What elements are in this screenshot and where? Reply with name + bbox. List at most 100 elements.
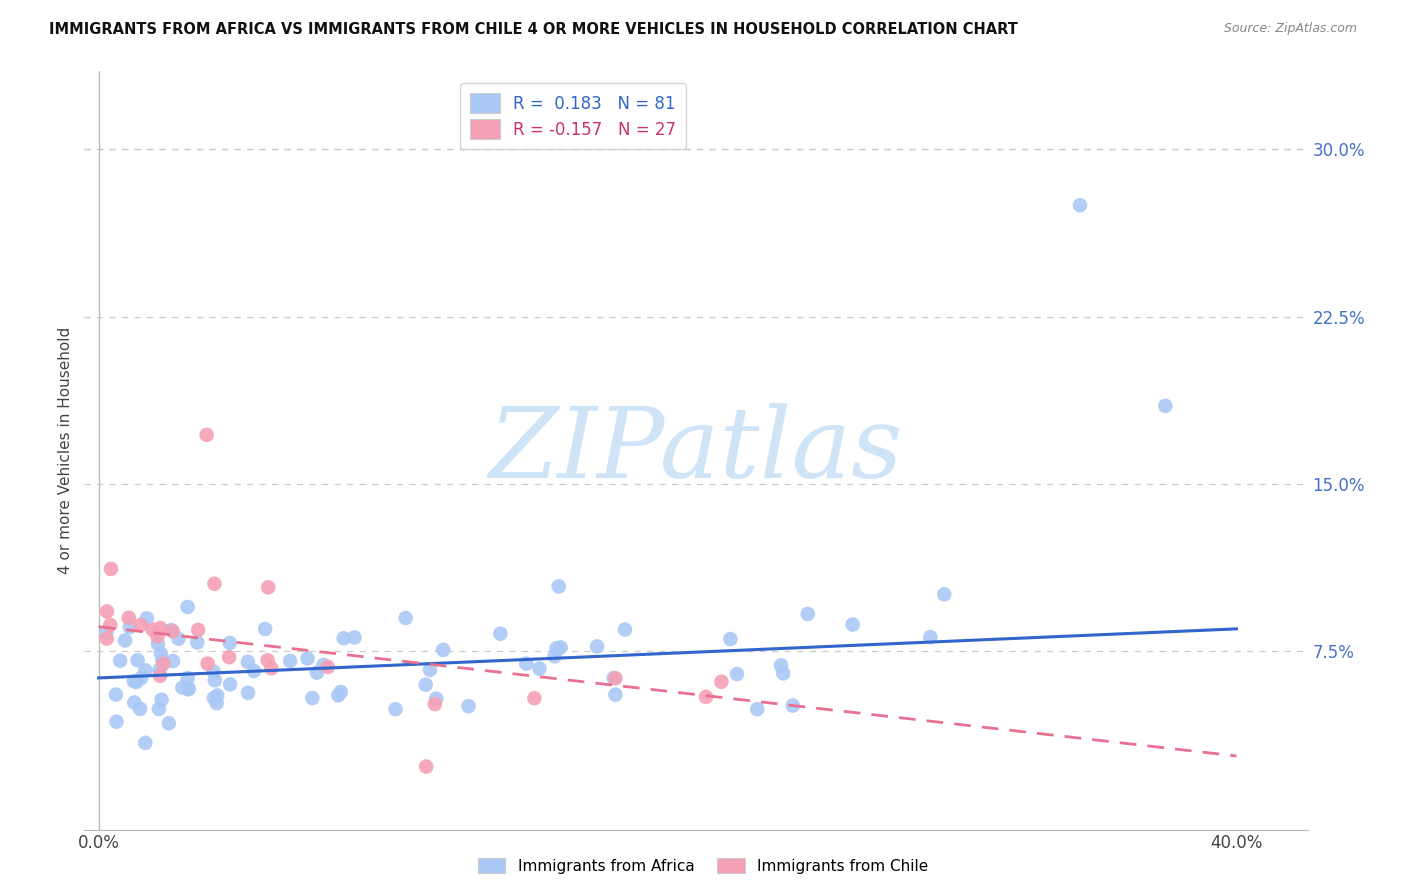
Point [605, 671, 627, 685]
Point [489, 626, 512, 640]
Point [176, 599, 198, 614]
Legend: R =  0.183   N = 81, R = -0.157   N = 27: R = 0.183 N = 81, R = -0.157 N = 27 [460, 84, 686, 149]
Text: ZIPatlas: ZIPatlas [489, 403, 903, 498]
Text: Source: ZipAtlas.com: Source: ZipAtlas.com [1223, 22, 1357, 36]
Point [328, 688, 350, 702]
Point [332, 632, 354, 646]
Point [718, 632, 741, 646]
Point [934, 587, 956, 601]
Point [547, 579, 569, 593]
Point [186, 635, 208, 649]
Point [172, 681, 194, 695]
Point [423, 697, 446, 711]
Point [149, 669, 172, 683]
Point [150, 692, 173, 706]
Point [546, 641, 568, 656]
Point [256, 653, 278, 667]
Point [395, 611, 418, 625]
Point [920, 630, 942, 644]
Point [782, 698, 804, 713]
Point [148, 663, 170, 677]
Point [457, 699, 479, 714]
Point [614, 623, 637, 637]
Legend: Immigrants from Africa, Immigrants from Chile: Immigrants from Africa, Immigrants from … [471, 852, 935, 880]
Point [197, 657, 219, 671]
Point [205, 696, 228, 710]
Point [543, 649, 565, 664]
Point [157, 716, 180, 731]
Point [695, 690, 717, 704]
Point [134, 736, 156, 750]
Point [415, 678, 437, 692]
Point [419, 663, 441, 677]
Point [1154, 399, 1177, 413]
Point [1069, 198, 1091, 212]
Point [312, 657, 335, 672]
Point [149, 647, 172, 661]
Point [425, 691, 447, 706]
Point [149, 621, 172, 635]
Point [202, 691, 225, 706]
Point [150, 654, 173, 668]
Point [236, 686, 259, 700]
Point [243, 664, 266, 678]
Point [195, 428, 218, 442]
Point [118, 620, 141, 634]
Point [162, 624, 184, 639]
Point [297, 651, 319, 665]
Point [207, 689, 229, 703]
Point [187, 623, 209, 637]
Point [278, 654, 301, 668]
Point [384, 702, 406, 716]
Point [204, 576, 226, 591]
Point [142, 623, 165, 637]
Point [135, 611, 157, 625]
Point [176, 671, 198, 685]
Point [100, 562, 122, 576]
Point [122, 696, 145, 710]
Point [96, 604, 118, 618]
Point [202, 665, 225, 679]
Point [218, 650, 240, 665]
Point [254, 622, 277, 636]
Point [260, 661, 283, 675]
Point [134, 663, 156, 677]
Point [146, 637, 169, 651]
Text: IMMIGRANTS FROM AFRICA VS IMMIGRANTS FROM CHILE 4 OR MORE VEHICLES IN HOUSEHOLD : IMMIGRANTS FROM AFRICA VS IMMIGRANTS FRO… [49, 22, 1018, 37]
Point [772, 666, 794, 681]
Point [725, 667, 748, 681]
Point [114, 633, 136, 648]
Point [301, 691, 323, 706]
Point [129, 671, 152, 685]
Point [329, 685, 352, 699]
Point [152, 657, 174, 671]
Point [796, 607, 818, 621]
Point [432, 643, 454, 657]
Point [602, 671, 624, 685]
Point [550, 640, 572, 655]
Point [127, 653, 149, 667]
Point [236, 655, 259, 669]
Point [167, 632, 190, 646]
Point [523, 691, 546, 706]
Point [710, 674, 733, 689]
Point [529, 662, 551, 676]
Point [257, 580, 280, 594]
Point [108, 654, 131, 668]
Point [204, 673, 226, 688]
Point [769, 658, 792, 673]
Point [129, 618, 152, 632]
Point [841, 617, 863, 632]
Point [605, 688, 627, 702]
Point [160, 623, 183, 637]
Point [219, 677, 242, 691]
Point [146, 629, 169, 643]
Point [343, 631, 366, 645]
Point [586, 640, 609, 654]
Y-axis label: 4 or more Vehicles in Household: 4 or more Vehicles in Household [58, 326, 73, 574]
Point [305, 665, 328, 680]
Point [98, 618, 121, 632]
Point [177, 682, 200, 697]
Point [129, 702, 152, 716]
Point [316, 660, 339, 674]
